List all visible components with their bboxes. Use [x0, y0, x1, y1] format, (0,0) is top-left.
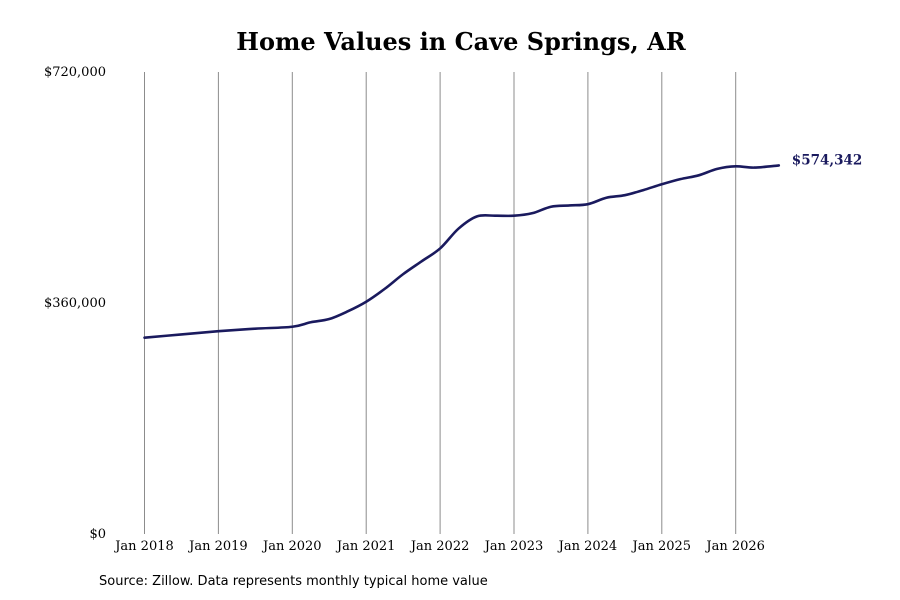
last-value-label: $574,342	[792, 152, 862, 168]
x-tick-label: Jan 2025	[631, 539, 692, 554]
x-tick-label: Jan 2023	[483, 539, 544, 554]
x-tick-label: Jan 2020	[261, 539, 322, 554]
y-tick-label: $360,000	[44, 296, 106, 311]
x-axis-tick-labels: Jan 2018 Jan 2019 Jan 2020 Jan 2021 Jan 2022…	[113, 539, 765, 554]
source-note: Source: Zillow. Data represents monthly …	[99, 574, 488, 589]
vertical-gridlines	[144, 72, 737, 534]
x-tick-label: Jan 2024	[557, 539, 618, 554]
x-tick-label: Jan 2026	[704, 539, 765, 554]
x-tick-label: Jan 2022	[409, 539, 470, 554]
chart-title: Home Values in Cave Springs, AR	[236, 27, 686, 56]
x-tick-label: Jan 2019	[187, 539, 248, 554]
y-axis-tick-labels: $0 $360,000 $720,000	[44, 65, 106, 542]
y-tick-label: $720,000	[44, 65, 106, 80]
x-tick-label: Jan 2021	[335, 539, 396, 554]
home-value-line	[143, 164, 781, 339]
y-tick-label: $0	[89, 527, 106, 542]
x-tick-label: Jan 2018	[113, 539, 174, 554]
